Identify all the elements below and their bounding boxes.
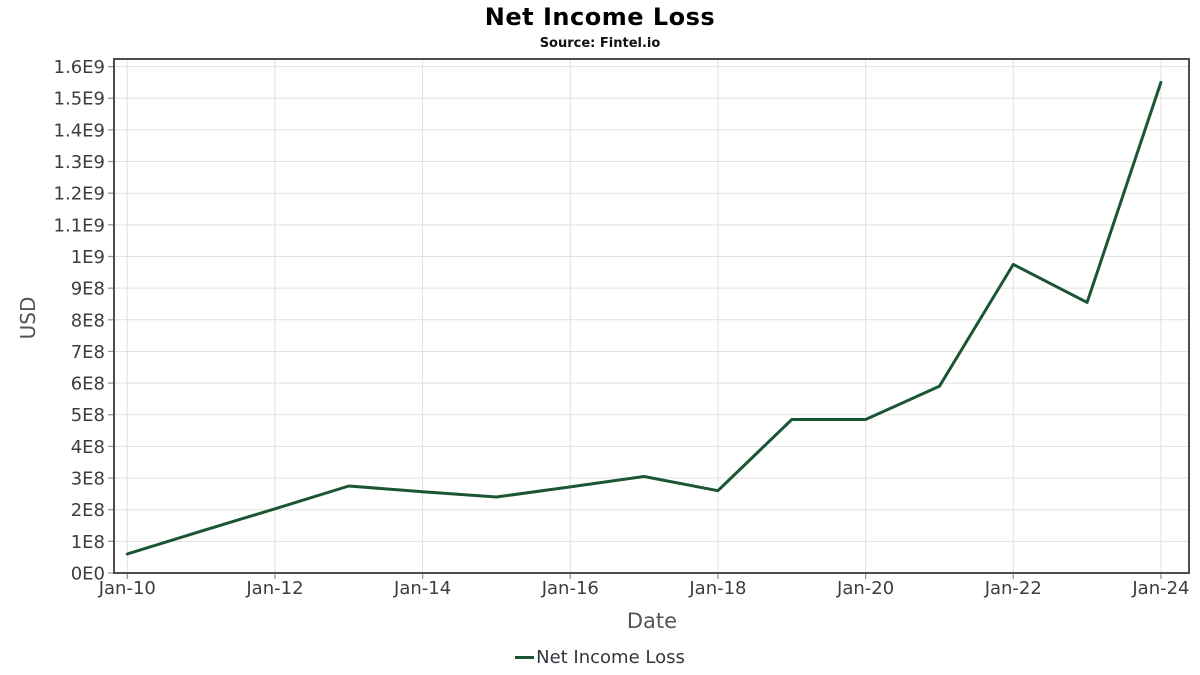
x-tick-label: Jan-24 [1131, 578, 1189, 599]
y-tick-label: 4E8 [71, 437, 105, 458]
y-tick-label: 1.4E9 [54, 120, 105, 141]
y-tick-label: 5E8 [71, 405, 105, 426]
x-tick-label: Jan-14 [393, 578, 451, 599]
legend-line-swatch-icon [515, 656, 535, 659]
x-tick-label: Jan-10 [98, 578, 156, 599]
legend: Net Income Loss [0, 647, 1200, 668]
y-tick-label: 3E8 [71, 469, 105, 490]
chart-subtitle: Source: Fintel.io [539, 36, 661, 51]
series-line-net-income-loss [125, 80, 1163, 556]
y-tick-label: 7E8 [71, 342, 105, 363]
y-tick-label: 1E9 [71, 247, 105, 268]
x-tick-label: Jan-20 [836, 578, 894, 599]
y-tick-label: 1.2E9 [54, 184, 105, 205]
chart-title: Net Income Loss [484, 3, 716, 31]
x-tick-label: Jan-16 [541, 578, 599, 599]
y-tick-label: 8E8 [71, 310, 105, 331]
legend-series-label: Net Income Loss [536, 647, 685, 668]
x-tick-label: Jan-18 [688, 578, 746, 599]
y-tick-label: 9E8 [71, 279, 105, 300]
x-tick-label: Jan-22 [984, 578, 1042, 599]
plot-border [113, 58, 1190, 574]
y-tick-label: 6E8 [71, 374, 105, 395]
y-tick-label: 1.5E9 [54, 89, 105, 110]
y-tick-label: 1.6E9 [54, 57, 105, 78]
x-axis-title: Date [626, 609, 678, 633]
y-tick-label: 1.1E9 [54, 215, 105, 236]
y-tick-label: 0E0 [71, 564, 105, 585]
y-tick-label: 1E8 [71, 532, 105, 553]
y-tick-label: 1.3E9 [54, 152, 105, 173]
x-tick-label: Jan-12 [245, 578, 303, 599]
y-tick-label: 2E8 [71, 500, 105, 521]
y-axis-title: USD [16, 296, 40, 340]
